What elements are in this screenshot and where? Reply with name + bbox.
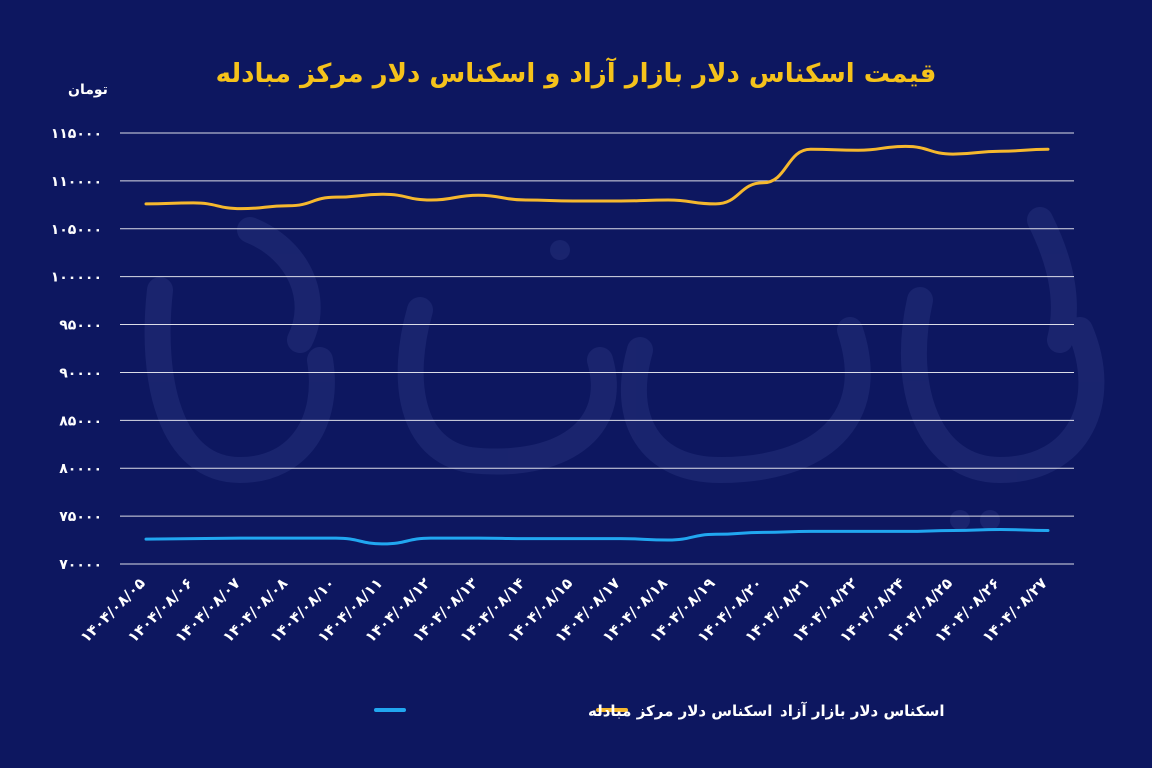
y-axis-ticks: ۷۰۰۰۰ ۷۵۰۰۰ ۸۰۰۰۰ ۸۵۰۰۰ ۹۰۰۰۰ ۹۵۰۰۰ ۱۰۰۰۰۰ ۱۰۵۰… (51, 126, 102, 573)
y-tick-label: ۱۰۰۰۰۰ (51, 270, 102, 286)
y-tick-label: ۸۰۰۰۰ (59, 461, 102, 477)
legend-label-exchange-center: اسکناس دلار مرکز مبادله (588, 702, 772, 720)
y-tick-label: ۱۰۵۰۰۰ (51, 222, 102, 238)
y-tick-label: ۷۰۰۰۰ (59, 557, 102, 573)
y-tick-label: ۱۱۰۰۰۰ (51, 174, 102, 190)
y-tick-label: ۸۵۰۰۰ (59, 413, 102, 429)
x-axis-ticks: ۱۴۰۴/۰۸/۰۵۱۴۰۴/۰۸/۰۶۱۴۰۴/۰۸/۰۷۱۴۰۴/۰۸/۰۸… (77, 574, 1051, 646)
watermark-logo (144, 207, 1105, 530)
series-line-free-market (144, 144, 1050, 211)
legend-label-free-market: اسکناس دلار بازار آزاد (780, 702, 945, 720)
y-tick-label: ۹۵۰۰۰ (59, 318, 102, 334)
y-tick-label: ۹۰۰۰۰ (59, 365, 102, 381)
y-axis-unit-label: تومان (68, 82, 108, 98)
series-line-exchange-center (144, 528, 1050, 546)
grid-lines (120, 132, 1074, 565)
y-tick-label: ۱۱۵۰۰۰ (51, 126, 102, 142)
legend: اسکناس دلار بازار آزاد اسکناس دلار مرکز … (374, 702, 945, 720)
chart-title: قیمت اسکناس دلار بازار آزاد و اسکناس دلا… (216, 57, 937, 89)
y-tick-label: ۷۵۰۰۰ (59, 509, 102, 525)
series-lines (144, 144, 1050, 546)
